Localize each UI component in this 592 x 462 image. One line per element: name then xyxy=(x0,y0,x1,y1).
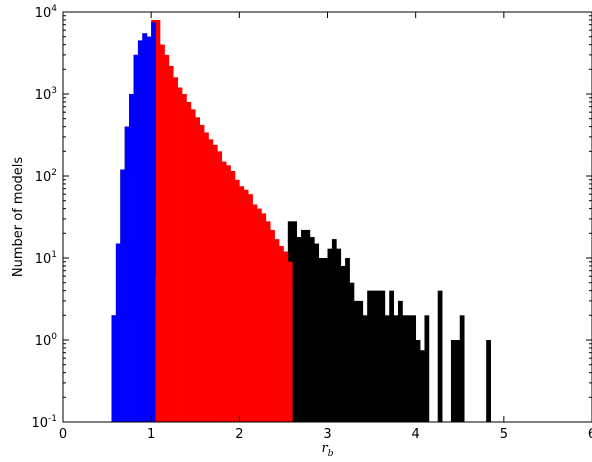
bar-series-2-bin-7 xyxy=(182,94,187,422)
bar-series-3-bin-0 xyxy=(111,315,117,422)
bar-series-2-bin-9 xyxy=(190,109,196,422)
ticks-layer: 0 1 2 3 4 5 6 10-1 100 101 102 103 104 xyxy=(31,4,592,442)
bar-series-2-bin-30 xyxy=(283,251,289,422)
bar-series-3-bin-2 xyxy=(120,169,126,422)
bar-series-2-bin-4 xyxy=(168,65,174,423)
x-axis-label-main: r xyxy=(322,441,329,456)
bar-series-1-bin-17 xyxy=(318,258,324,422)
x-tick-label-3: 3 xyxy=(323,427,331,442)
bar-series-3-bin-5 xyxy=(133,54,139,422)
bar-series-1-bin-44 xyxy=(455,340,461,422)
bar-series-2-bin-8 xyxy=(186,101,192,422)
y-tick-label-1: 100 xyxy=(35,332,58,349)
y-tick-label-2: 101 xyxy=(35,250,57,267)
bar-series-2-bin-27 xyxy=(270,229,275,422)
bar-series-3-bin-6 xyxy=(137,40,143,422)
bar-series-1-bin-33 xyxy=(389,290,394,422)
bar-series-1-bin-23 xyxy=(345,258,350,422)
x-tick-label-6: 6 xyxy=(588,427,592,442)
bar-series-2-bin-28 xyxy=(274,239,280,422)
bar-series-1-bin-15 xyxy=(309,237,315,422)
bar-series-1-bin-31 xyxy=(380,290,386,422)
bar-series-1-bin-35 xyxy=(398,300,403,422)
bar-series-4-bin-1 xyxy=(159,44,165,422)
bar-series-2-bin-20 xyxy=(239,186,245,422)
bar-series-1-bin-34 xyxy=(393,315,399,422)
bar-series-1-bin-30 xyxy=(375,290,381,422)
bar-series-2-bin-19 xyxy=(234,179,240,422)
bar-series-3-bin-4 xyxy=(129,94,134,422)
bar-series-2-bin-3 xyxy=(164,54,170,422)
x-tick-label-1: 1 xyxy=(147,427,155,442)
bar-series-1-bin-19 xyxy=(327,248,333,422)
bar-series-2-bin-6 xyxy=(177,87,183,422)
bar-series-1-bin-21 xyxy=(336,248,342,422)
bar-series-2-bin-29 xyxy=(279,246,284,422)
bar-series-1-bin-29 xyxy=(371,290,377,422)
bar-series-4-bin-2 xyxy=(287,290,293,422)
bar-series-1-bin-32 xyxy=(384,315,390,422)
bar-series-1-bin-12 xyxy=(296,237,302,422)
bar-series-2-bin-26 xyxy=(265,221,271,422)
bar-series-2-bin-5 xyxy=(173,77,178,422)
bar-series-1-bin-41 xyxy=(424,315,430,422)
bar-series-3-bin-3 xyxy=(124,126,130,422)
bar-series-3-bin-1 xyxy=(115,243,121,422)
x-axis-label-subscript: b xyxy=(328,449,334,459)
bar-series-2-bin-24 xyxy=(256,208,262,422)
bar-series-1-bin-27 xyxy=(362,315,368,422)
x-tick-label-4: 4 xyxy=(412,427,420,442)
bar-series-2-bin-13 xyxy=(208,139,214,422)
bar-series-3-bin-8 xyxy=(146,36,152,423)
bar-series-1-bin-40 xyxy=(420,350,425,422)
bar-series-1-bin-13 xyxy=(301,229,306,422)
bar-series-1-bin-16 xyxy=(314,243,320,422)
bar-series-1-bin-38 xyxy=(411,315,417,422)
bar-series-2-bin-11 xyxy=(199,124,205,422)
bar-series-2-bin-18 xyxy=(230,171,236,422)
bar-series-1-bin-18 xyxy=(323,258,328,422)
bar-series-1-bin-37 xyxy=(406,315,412,422)
bar-series-1-bin-24 xyxy=(349,282,355,422)
bar-series-2-bin-16 xyxy=(221,161,227,422)
x-tick-label-0: 0 xyxy=(59,427,67,442)
bar-series-1-bin-20 xyxy=(331,239,337,422)
bar-series-2-bin-25 xyxy=(261,213,267,422)
bar-series-1-bin-46 xyxy=(486,340,491,422)
bar-series-2-bin-22 xyxy=(248,194,253,422)
bar-series-2-bin-17 xyxy=(226,165,231,422)
bar-series-2-bin-12 xyxy=(204,132,209,423)
bar-series-1-bin-39 xyxy=(415,340,421,422)
y-tick-label-4: 103 xyxy=(35,86,57,103)
bar-series-3-bin-9 xyxy=(151,22,156,423)
y-axis-label: Number of models xyxy=(11,157,26,277)
bar-series-2-bin-1 xyxy=(155,19,161,422)
bar-series-4-bin-0 xyxy=(155,276,161,422)
x-tick-label-2: 2 xyxy=(235,427,243,442)
bar-series-3-bin-7 xyxy=(142,33,148,422)
bar-series-1-bin-42 xyxy=(437,290,443,422)
bar-series-1-bin-26 xyxy=(358,300,364,422)
x-tick-label-5: 5 xyxy=(500,427,508,442)
bars-layer xyxy=(111,19,491,423)
bar-series-1-bin-43 xyxy=(450,340,456,422)
bar-series-2-bin-15 xyxy=(217,151,223,422)
bar-series-1-bin-11 xyxy=(292,221,297,422)
bar-series-1-bin-22 xyxy=(340,265,346,422)
bar-series-2-bin-23 xyxy=(252,204,258,422)
y-tick-label-3: 102 xyxy=(35,168,57,185)
x-axis-label: rb xyxy=(322,441,334,459)
bar-series-1-bin-28 xyxy=(367,290,372,422)
bar-series-1-bin-14 xyxy=(305,229,311,422)
bar-series-2-bin-10 xyxy=(195,117,201,422)
bar-series-1-bin-25 xyxy=(353,300,359,422)
bar-series-1-bin-36 xyxy=(402,315,408,422)
y-tick-label-5: 104 xyxy=(35,4,58,21)
bar-series-2-bin-21 xyxy=(243,189,249,422)
y-tick-label-0: 10-1 xyxy=(31,414,57,431)
bar-series-1-bin-45 xyxy=(459,315,465,422)
bar-series-2-bin-14 xyxy=(212,144,218,422)
